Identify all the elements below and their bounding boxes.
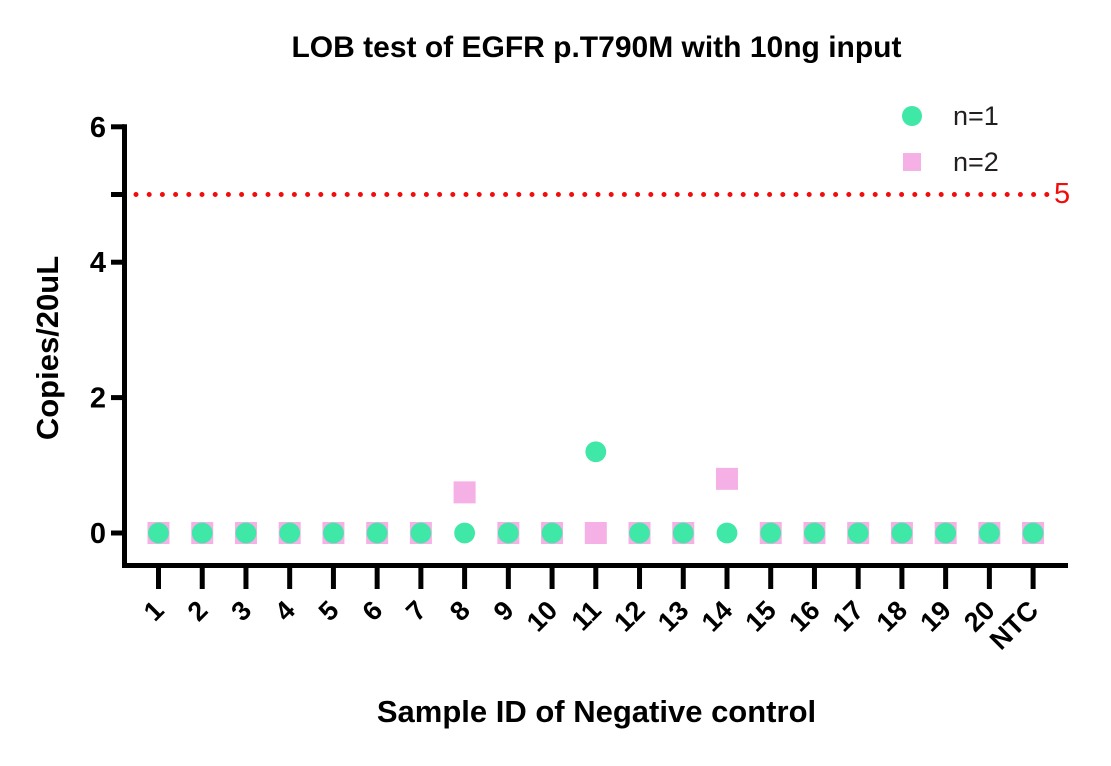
x-tick-label: 12: [608, 595, 650, 637]
threshold-value-label: 5: [1054, 178, 1071, 210]
legend-circle-marker-icon: [902, 106, 922, 126]
y-tick-label: 0: [90, 518, 106, 550]
x-tick-label: 11: [566, 595, 607, 636]
legend-label-n1: n=1: [953, 100, 999, 131]
x-tick-label: 2: [182, 595, 214, 627]
point-n1-15: [760, 522, 782, 544]
point-n1-4: [279, 522, 301, 544]
point-n1-20: [978, 522, 1000, 544]
point-n2-8: [453, 481, 476, 504]
point-n2-14: [715, 467, 738, 490]
x-tick-label: 16: [783, 595, 825, 637]
point-n1-14: [716, 522, 738, 544]
point-n1-5: [323, 522, 344, 544]
x-tick-label: 4: [269, 595, 301, 627]
point-n1-13: [672, 522, 694, 544]
x-tick-label: 3: [225, 595, 257, 627]
point-n1-18: [891, 522, 913, 544]
legend-label-n2: n=2: [953, 146, 999, 177]
x-axis-title: Sample ID of Negative control: [376, 694, 817, 729]
chart-title: LOB test of EGFR p.T790M with 10ng input: [291, 31, 902, 64]
x-tick-label: 6: [357, 595, 389, 627]
point-n1-11: [585, 441, 607, 463]
x-tick-label: 18: [871, 595, 913, 637]
x-tick-label: 5: [313, 595, 345, 627]
point-n1-8: [454, 522, 476, 544]
point-n1-1: [148, 522, 169, 544]
point-n1-17: [847, 522, 869, 544]
x-tick-label: 7: [400, 595, 432, 627]
x-tick-label: 15: [740, 595, 782, 637]
point-n1-2: [191, 522, 213, 544]
point-n2-11: [584, 522, 607, 544]
y-tick-label: 2: [90, 383, 106, 415]
y-axis-title: Copies/20uL: [30, 255, 65, 441]
point-n1-12: [629, 522, 650, 544]
point-n1-NTC: [1022, 522, 1044, 544]
x-tick-label: 13: [652, 595, 694, 637]
x-tick-label: 14: [696, 595, 738, 637]
x-tick-label: 8: [444, 595, 476, 627]
point-n1-9: [497, 522, 519, 544]
point-n1-10: [541, 522, 563, 544]
legend-item-n2: n=2: [902, 146, 999, 178]
x-tick-label: NTC: [984, 595, 1044, 655]
point-n1-16: [804, 522, 825, 544]
x-tick-label: 9: [488, 595, 520, 627]
y-tick-label: 6: [90, 112, 106, 144]
point-n1-7: [410, 522, 432, 544]
x-tick-label: 17: [827, 595, 869, 637]
x-tick-label: 1: [138, 595, 170, 627]
x-tick-label: 10: [521, 595, 563, 637]
legend: n=1 n=2: [902, 100, 999, 192]
legend-item-n1: n=1: [902, 100, 999, 132]
point-n1-6: [366, 522, 388, 544]
legend-square-marker-icon: [903, 153, 921, 171]
point-n1-19: [935, 522, 957, 544]
point-n1-3: [235, 522, 257, 544]
y-tick-label: 4: [90, 247, 106, 279]
x-tick-label: 19: [914, 595, 956, 637]
